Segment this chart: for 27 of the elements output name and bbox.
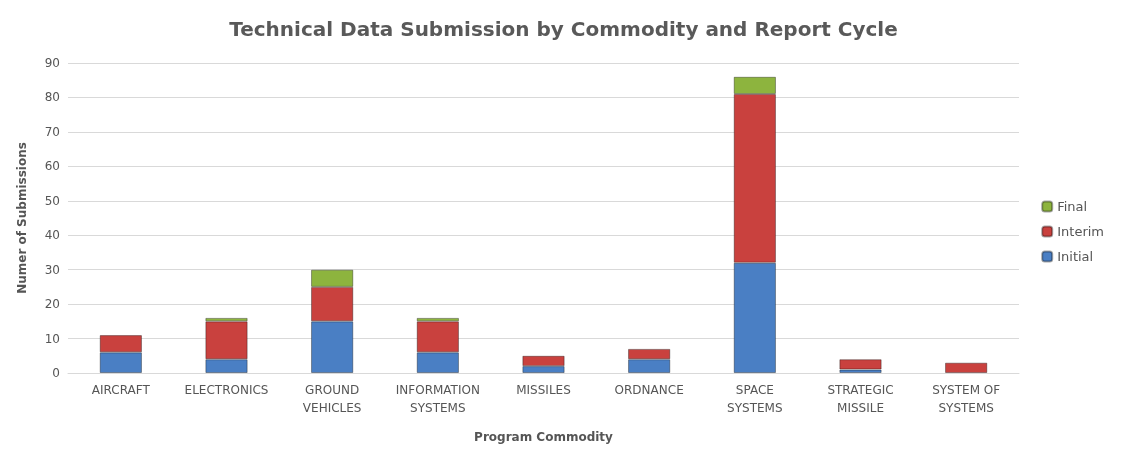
x-tick-label: SYSTEM OF SYSTEMS: [932, 383, 1001, 415]
y-tick-label: 10: [44, 331, 60, 346]
y-tick-label: 30: [44, 262, 60, 277]
y-tick-label: 80: [44, 90, 60, 105]
y-tick-label: 50: [44, 193, 60, 208]
x-tick-label: GROUND VEHICLES: [302, 383, 362, 415]
y-tick-label: 60: [44, 159, 60, 174]
x-tick-label: STRATEGIC MISSILE: [827, 383, 894, 415]
y-tick-label: 20: [44, 297, 60, 312]
x-tick-label: ELECTRONICS: [184, 383, 269, 397]
x-tick-label: INFORMATION SYSTEMS: [395, 383, 480, 415]
x-axis-title: Program Commodity: [474, 430, 614, 444]
x-tick-label: ORDNANCE: [614, 383, 684, 397]
y-tick-label: 40: [44, 228, 60, 243]
y-tick-label: 70: [44, 124, 60, 139]
legend-label: Final: [1057, 199, 1088, 214]
x-tick-label: MISSILES: [516, 383, 571, 397]
legend-label: Interim: [1057, 224, 1105, 239]
x-tick-label: AIRCRAFT: [91, 383, 151, 397]
legend-label: Initial: [1057, 249, 1094, 264]
x-tick-label: SPACE SYSTEMS: [727, 383, 783, 415]
y-tick-label: 0: [52, 366, 60, 380]
y-axis-title: Numer of Submissions: [15, 142, 29, 294]
chart-title: Technical Data Submission by Commodity and Report Cycle: [229, 17, 898, 41]
bar: [839, 359, 882, 370]
bar: [945, 362, 988, 373]
y-tick-label: 90: [44, 56, 60, 70]
